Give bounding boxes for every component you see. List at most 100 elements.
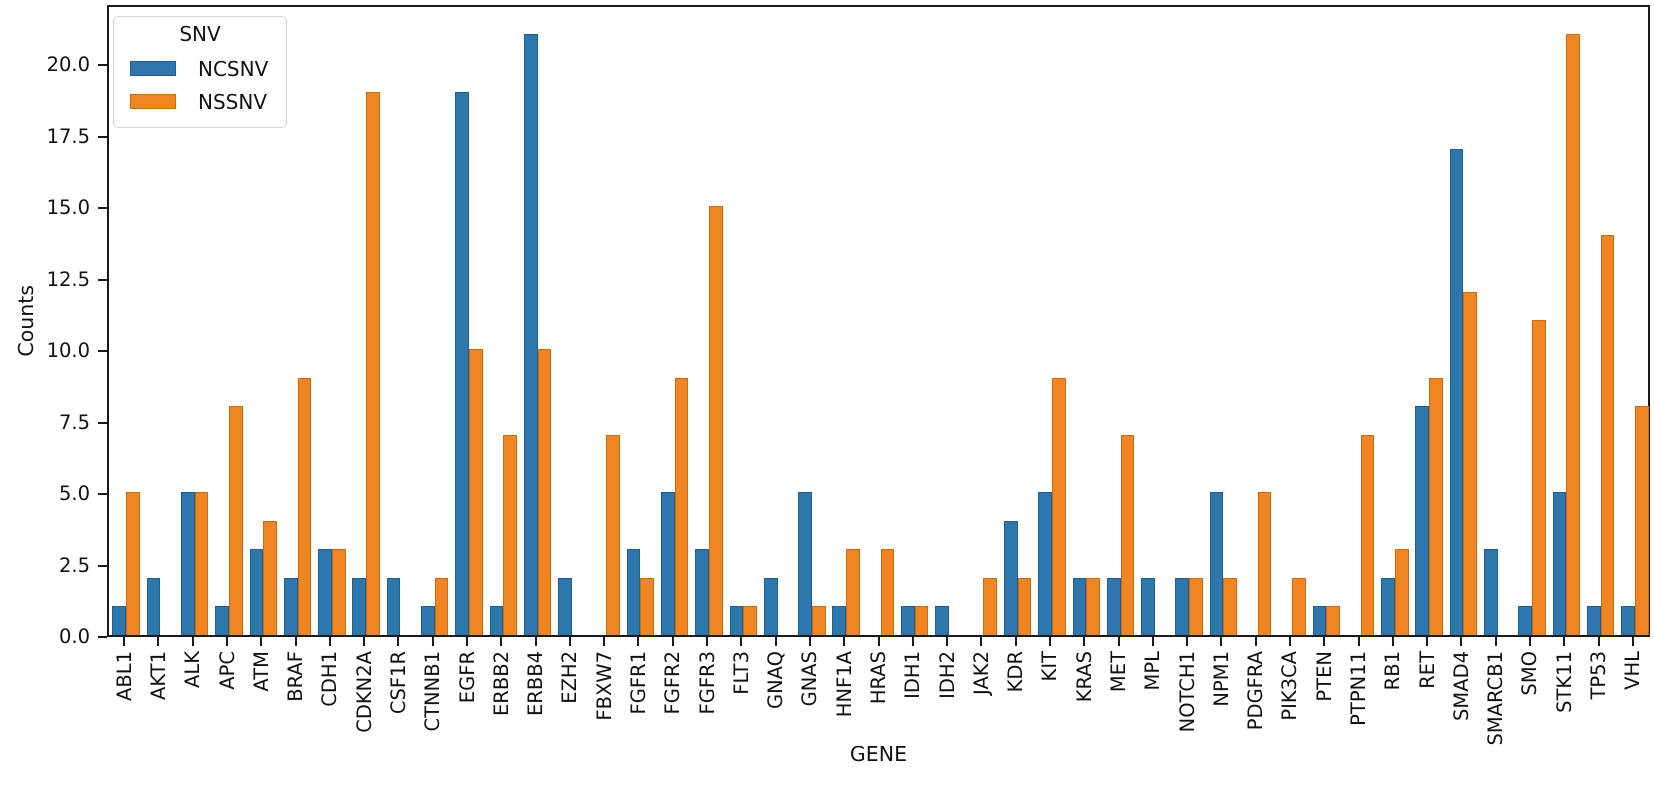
legend-item-ncsnv: NCSNV bbox=[114, 52, 286, 85]
x-tick-label-FBXW7: FBXW7 bbox=[592, 651, 616, 721]
bar-NSSNV-VHL bbox=[1634, 406, 1649, 635]
plot-area bbox=[107, 5, 1650, 637]
legend: SNV NCSNV NSSNV bbox=[113, 16, 287, 128]
bar-NSSNV-NPM1 bbox=[1223, 577, 1238, 635]
x-tick-mark bbox=[911, 637, 914, 646]
x-tick-mark bbox=[1494, 637, 1497, 646]
bar-NSSNV-KRAS bbox=[1086, 577, 1100, 635]
legend-item-nssnv: NSSNV bbox=[114, 85, 286, 118]
x-tick-mark bbox=[1254, 637, 1257, 646]
legend-label-nssnv: NSSNV bbox=[198, 89, 267, 114]
bar-NCSNV-SMARCB1 bbox=[1483, 549, 1498, 635]
bar-NCSNV-CDH1 bbox=[318, 549, 332, 635]
x-tick-label-EGFR: EGFR bbox=[455, 651, 479, 704]
x-tick-mark bbox=[260, 637, 263, 646]
y-tick-label: 5.0 bbox=[58, 482, 90, 505]
bar-NCSNV-EGFR bbox=[455, 91, 470, 635]
bar-NCSNV-IDH1 bbox=[901, 606, 915, 635]
bar-NSSNV-ATM bbox=[263, 520, 277, 635]
y-tick-label: 0.0 bbox=[58, 625, 90, 648]
x-tick-mark bbox=[980, 637, 983, 646]
x-tick-mark bbox=[1426, 637, 1429, 646]
bar-NCSNV-ABL1 bbox=[112, 606, 127, 635]
x-tick-label-ERBB4: ERBB4 bbox=[524, 651, 548, 717]
bar-NSSNV-ALK bbox=[194, 492, 209, 635]
x-tick-label-AKT1: AKT1 bbox=[146, 651, 170, 700]
y-tick-label: 10.0 bbox=[46, 339, 90, 363]
y-tick-label: 12.5 bbox=[46, 267, 90, 291]
bar-NSSNV-CDH1 bbox=[331, 549, 346, 635]
x-tick-label-EZH2: EZH2 bbox=[558, 651, 582, 704]
bar-NCSNV-VHL bbox=[1621, 606, 1635, 635]
x-tick-mark bbox=[431, 637, 434, 646]
y-axis-label: Counts bbox=[14, 285, 38, 357]
x-tick-mark bbox=[877, 637, 880, 646]
bar-NCSNV-SMAD4 bbox=[1449, 148, 1464, 635]
y-tick-mark bbox=[98, 350, 107, 353]
x-tick-label-NOTCH1: NOTCH1 bbox=[1175, 651, 1199, 733]
x-tick-mark bbox=[294, 637, 297, 646]
x-tick-label-PTEN: PTEN bbox=[1312, 651, 1336, 702]
bar-NCSNV-CSF1R bbox=[386, 577, 401, 635]
x-tick-label-CDKN2A: CDKN2A bbox=[352, 651, 376, 733]
x-tick-label-CSF1R: CSF1R bbox=[386, 651, 410, 715]
legend-title: SNV bbox=[179, 22, 221, 46]
x-tick-mark bbox=[397, 637, 400, 646]
bar-NSSNV-PDGFRA bbox=[1257, 492, 1272, 635]
bar-NSSNV-CDKN2A bbox=[366, 91, 380, 635]
x-tick-label-FGFR1: FGFR1 bbox=[626, 651, 650, 715]
y-tick-label: 17.5 bbox=[46, 124, 90, 148]
x-tick-mark bbox=[191, 637, 194, 646]
bar-NSSNV-GNAS bbox=[811, 606, 826, 635]
x-tick-label-ATM: ATM bbox=[249, 651, 273, 692]
bar-NCSNV-MPL bbox=[1141, 577, 1155, 635]
bar-NCSNV-TP53 bbox=[1586, 606, 1601, 635]
x-tick-mark bbox=[1357, 637, 1360, 646]
bar-NSSNV-SMO bbox=[1531, 320, 1546, 635]
bar-NSSNV-EGFR bbox=[469, 349, 483, 635]
x-axis-label: GENE bbox=[849, 742, 908, 766]
bar-NCSNV-APC bbox=[215, 606, 229, 635]
x-tick-mark bbox=[157, 637, 160, 646]
x-tick-label-FGFR3: FGFR3 bbox=[695, 651, 719, 715]
x-tick-mark bbox=[1220, 637, 1223, 646]
bar-NSSNV-ERBB2 bbox=[503, 434, 518, 635]
x-tick-mark bbox=[363, 637, 366, 646]
y-tick-mark bbox=[98, 421, 107, 424]
x-tick-label-RB1: RB1 bbox=[1381, 651, 1405, 691]
bar-NCSNV-BRAF bbox=[283, 577, 298, 635]
bar-NCSNV-IDH2 bbox=[935, 606, 950, 635]
x-tick-label-SMARCB1: SMARCB1 bbox=[1484, 651, 1508, 746]
bar-NCSNV-FGFR3 bbox=[695, 549, 710, 635]
bar-NSSNV-RB1 bbox=[1394, 549, 1409, 635]
bar-NSSNV-SMAD4 bbox=[1463, 291, 1478, 635]
bar-NCSNV-CDKN2A bbox=[352, 577, 367, 635]
x-tick-mark bbox=[466, 637, 469, 646]
x-tick-label-PDGFRA: PDGFRA bbox=[1244, 651, 1268, 731]
bar-NSSNV-ABL1 bbox=[126, 492, 140, 635]
bar-NCSNV-KIT bbox=[1038, 492, 1052, 635]
x-tick-label-GNAS: GNAS bbox=[798, 651, 822, 707]
bar-NCSNV-KRAS bbox=[1072, 577, 1087, 635]
bar-NCSNV-SMO bbox=[1518, 606, 1532, 635]
x-tick-label-SMAD4: SMAD4 bbox=[1449, 651, 1473, 721]
y-tick-label: 2.5 bbox=[58, 553, 90, 577]
bar-NSSNV-HNF1A bbox=[846, 549, 860, 635]
x-tick-label-HNF1A: HNF1A bbox=[832, 651, 856, 718]
bar-NSSNV-FGFR3 bbox=[709, 206, 723, 635]
x-tick-mark bbox=[328, 637, 331, 646]
x-tick-label-FLT3: FLT3 bbox=[729, 651, 753, 695]
bar-NSSNV-KDR bbox=[1017, 577, 1032, 635]
bar-NSSNV-IDH1 bbox=[914, 606, 929, 635]
bar-NSSNV-FLT3 bbox=[743, 606, 758, 635]
x-tick-mark bbox=[1391, 637, 1394, 646]
x-tick-mark bbox=[568, 637, 571, 646]
bar-NCSNV-ALK bbox=[181, 492, 195, 635]
x-tick-mark bbox=[1186, 637, 1189, 646]
x-tick-mark bbox=[774, 637, 777, 646]
x-tick-mark bbox=[1151, 637, 1154, 646]
x-tick-label-IDH1: IDH1 bbox=[901, 651, 925, 699]
x-tick-label-PTPN11: PTPN11 bbox=[1347, 651, 1371, 726]
y-tick-label: 7.5 bbox=[58, 410, 90, 434]
x-tick-label-ALK: ALK bbox=[181, 651, 205, 688]
